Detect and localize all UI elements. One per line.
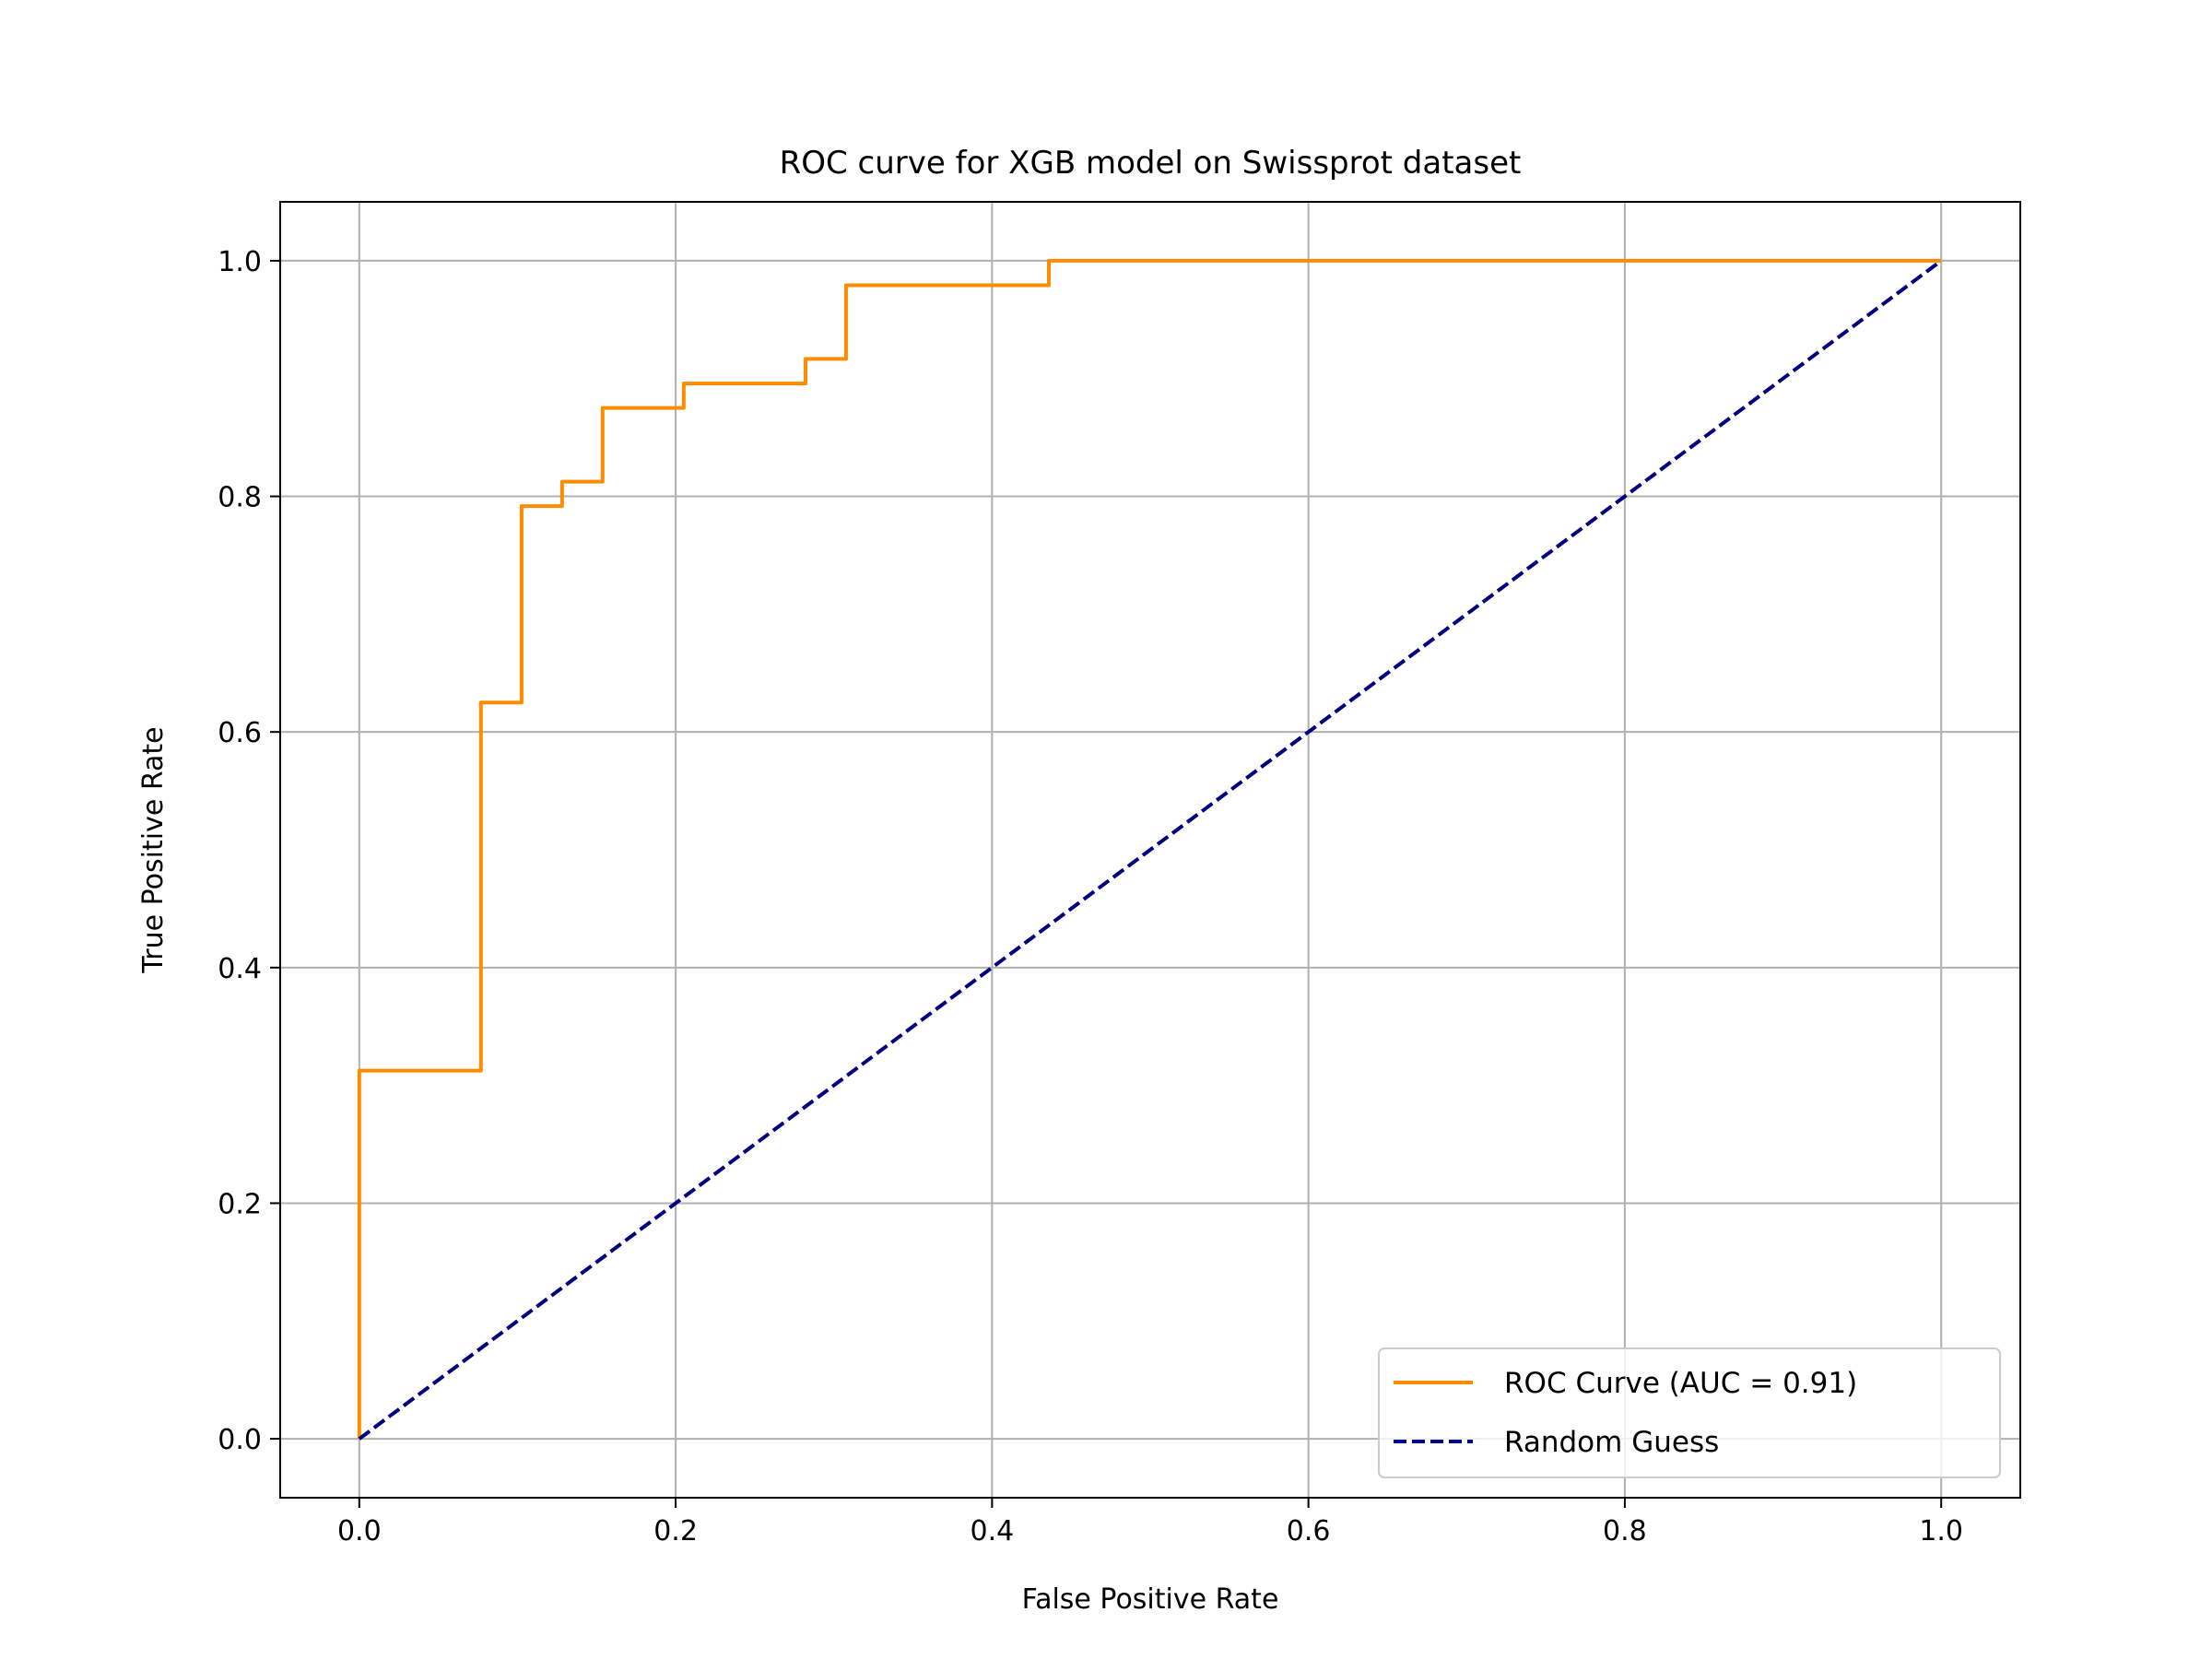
x-tick-label: 0.8 [1603,1515,1647,1547]
legend-label-random: Random Guess [1504,1426,1719,1459]
y-tick-label: 1.0 [218,246,262,278]
x-tick-label: 0.2 [653,1515,698,1547]
x-tick-label: 1.0 [1919,1515,1963,1547]
y-tick-label: 0.8 [218,482,262,514]
y-tick-label: 0.6 [218,717,262,749]
legend-label-roc: ROC Curve (AUC = 0.91) [1504,1367,1857,1400]
y-axis-label: True Positive Rate [137,726,170,973]
x-axis-label: False Positive Rate [1022,1583,1279,1616]
x-tick-label: 0.0 [337,1515,382,1547]
legend: ROC Curve (AUC = 0.91) Random Guess [1378,1347,2001,1478]
y-tick-label: 0.0 [218,1424,262,1456]
x-tick-label: 0.6 [1287,1515,1331,1547]
legend-box [1378,1347,2001,1478]
grid [280,202,2020,1498]
roc-curve-line [357,258,1942,1440]
ticks: 0.0 0.2 0.4 0.6 0.8 1.0 0.0 0.2 0.4 0.6 0.8 1.0 [218,246,1963,1547]
series-layer [357,258,1943,1441]
y-tick-label: 0.4 [218,953,262,985]
x-tick-label: 0.4 [971,1515,1015,1547]
y-tick-label: 0.2 [218,1188,262,1220]
chart-title: ROC curve for XGB model on Swissprot dat… [780,145,1522,182]
axes-frame [279,201,2021,1499]
random-guess-line [358,259,1943,1441]
